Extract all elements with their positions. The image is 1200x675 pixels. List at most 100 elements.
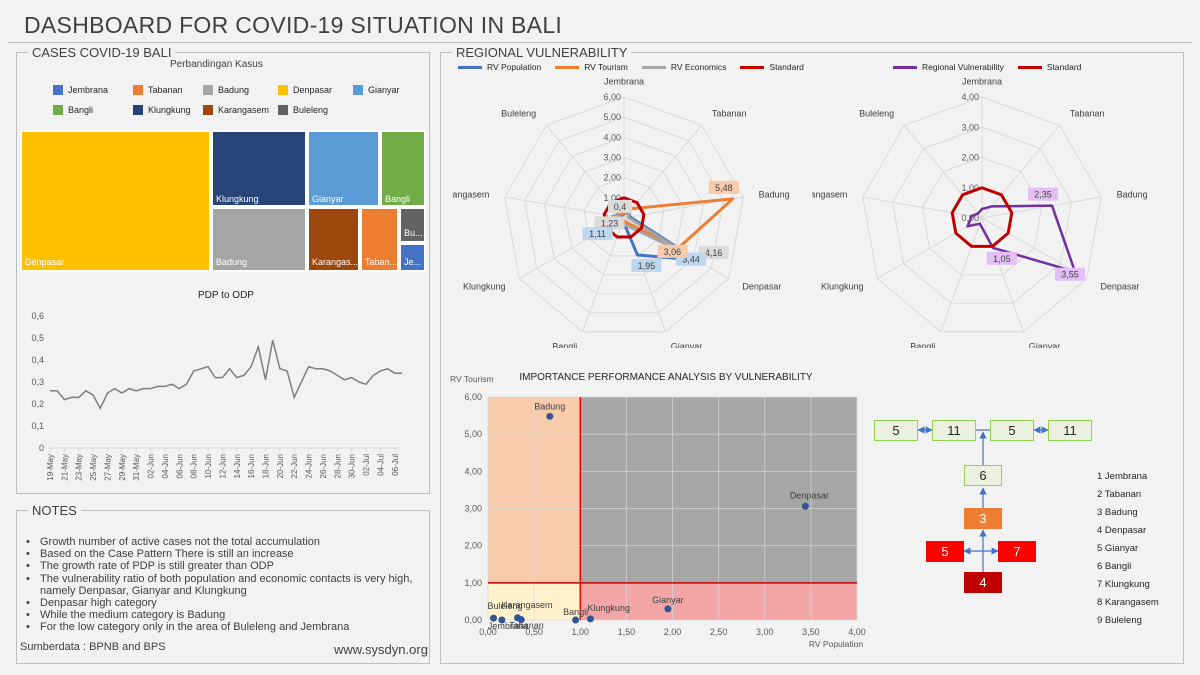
treemap-tile-buleleng[interactable]: Bu... — [399, 207, 426, 243]
data-label-text: 1,23 — [601, 218, 619, 228]
series-line-pdp-odp — [50, 340, 402, 411]
legend-item-gianyar[interactable]: Gianyar — [353, 85, 400, 95]
legend-item-rv-population[interactable]: RV Population — [458, 62, 541, 72]
treemap-tile-jembrana[interactable]: Je... — [399, 243, 426, 272]
x-tick-label: 2,00 — [664, 627, 682, 637]
radar-data-label-regional-vulnerability-badung: 2,35 — [1028, 187, 1059, 201]
x-tick-label: 16-Jun — [247, 454, 256, 478]
legend-label: Badung — [218, 85, 250, 95]
radar-axis-label-gianyar: Gianyar — [671, 341, 703, 348]
legend-item-karangasem[interactable]: Karangasem — [203, 105, 269, 115]
flow-box-b9: 4 — [964, 572, 1002, 593]
legend-item-tabanan[interactable]: Tabanan — [133, 85, 183, 95]
radar-spoke — [981, 196, 1102, 219]
treemap-tile-klungkung[interactable]: Klungkung — [211, 130, 307, 207]
radar-axis-label-jembrana: Jembrana — [962, 78, 1002, 86]
radar-tick-label: 2,00 — [961, 153, 979, 163]
radar-legend-right: Regional Vulnerability Standard — [893, 62, 1081, 72]
data-label-text: 3,06 — [664, 247, 682, 257]
flow-box-b3: 5 — [990, 420, 1034, 441]
data-label-bg — [698, 245, 729, 259]
x-tick-label: 1,00 — [571, 627, 589, 637]
legend-item-bangli[interactable]: Bangli — [53, 105, 93, 115]
ipa-point-klungkung — [586, 615, 594, 623]
ipa-point-label-bangli: Bangli — [563, 607, 588, 617]
x-tick-label: 19-May — [46, 454, 55, 481]
legend-item-rv-economics[interactable]: RV Economics — [641, 62, 726, 72]
legend-line-swatch — [1017, 65, 1042, 69]
radar-axis-label-badung: Badung — [1117, 189, 1148, 199]
legend-item-standard[interactable]: Standard — [1017, 62, 1081, 72]
radar-tick-label: 4,00 — [603, 132, 621, 142]
treemap-tile-bangli[interactable]: Bangli — [380, 130, 426, 207]
data-label-text: 1,11 — [589, 229, 606, 239]
legend-item-klungkung[interactable]: Klungkung — [133, 105, 191, 115]
flow-box-b1: 5 — [874, 420, 918, 441]
x-tick-label: 4,00 — [848, 627, 866, 637]
legend-swatch — [353, 85, 363, 95]
data-label-text: 0,4 — [614, 202, 627, 212]
legend-swatch — [203, 105, 213, 115]
ipa-point-label-tabanan: Tabanan — [509, 621, 544, 631]
legend-label: Jembrana — [68, 85, 109, 95]
radar-grid-ring — [892, 126, 1072, 304]
treemap-tile-badung[interactable]: Badung — [211, 207, 307, 272]
data-label-bg — [1028, 187, 1059, 201]
x-tick-label: 12-Jun — [218, 454, 227, 478]
legend-item-jembrana[interactable]: Jembrana — [53, 85, 108, 95]
legend-line-swatch — [458, 65, 482, 69]
region-key-list: 1 Jembrana 2 Tabanan 3 Badung 4 Denpasar 5 G… — [1097, 468, 1159, 630]
radar-data-label-rv-tourism-badung: 5,48 — [708, 180, 739, 194]
legend-swatch — [203, 85, 213, 95]
ipa-point-gianyar — [664, 605, 672, 613]
treemap-tile-gianyar[interactable]: Gianyar — [307, 130, 380, 207]
legend-swatch — [278, 85, 288, 95]
data-label-bg — [708, 180, 739, 194]
radar-data-label-regional-vulnerability-denpasar: 3,55 — [1055, 267, 1086, 281]
region-key-item: 7 Klungkung — [1097, 579, 1150, 590]
x-tick-label: 23-May — [75, 454, 84, 481]
treemap-tile-denpasar[interactable]: Denpasar — [20, 130, 211, 272]
source-text: Sumberdata : BPNB and BPS — [20, 641, 166, 653]
radar-axis-label-bangli: Bangli — [910, 341, 935, 348]
ipa-point-label-karangasem: Karangasem — [502, 600, 553, 610]
treemap-tile-karangasem[interactable]: Karangas... — [307, 207, 360, 272]
y-tick-label: 0,2 — [31, 399, 44, 409]
treemap-label-klungkung: Klungkung — [216, 194, 259, 204]
legend-line-swatch — [893, 65, 917, 69]
radar-axis-label-denpasar: Denpasar — [742, 281, 781, 291]
radar-axis-label-klungkung: Klungkung — [821, 281, 864, 291]
line-chart-title: PDP to ODP — [198, 290, 254, 301]
legend-item-buleleng[interactable]: Buleleng — [278, 105, 328, 115]
y-tick-label: 0 — [39, 443, 44, 453]
y-tick-label: 0,6 — [31, 311, 44, 321]
radar-tick-label: 6,00 — [603, 92, 621, 102]
legend-label: Karangasem — [218, 105, 270, 115]
flow-diagram-arrows — [917, 426, 1049, 572]
legend-line-swatch — [740, 65, 765, 69]
radar-axis-label-tabanan: Tabanan — [712, 108, 747, 118]
y-tick-label: 0,00 — [464, 615, 482, 625]
flow-box-b8: 7 — [998, 541, 1036, 562]
legend-item-regional-vulnerability[interactable]: Regional Vulnerability — [893, 62, 1004, 72]
ipa-point-label-badung: Badung — [534, 401, 565, 411]
radar-grid-ring — [544, 136, 704, 295]
legend-label: Klungkung — [148, 105, 191, 115]
data-label-bg — [608, 199, 632, 213]
ipa-point-buleleng — [490, 614, 498, 622]
treemap-label-karangasem: Karangas... — [312, 257, 359, 267]
radar-data-label-rv-tourism-denpasar: 3,06 — [657, 244, 688, 258]
radar-axis-label-buleleng: Buleleng — [501, 108, 536, 118]
treemap-tile-tabanan[interactable]: Taban... — [360, 207, 399, 272]
ipa-scatter-chart: IMPORTANCE PERFORMANCE ANALYSIS BY VULNE… — [450, 372, 866, 649]
x-tick-label: 3,00 — [756, 627, 774, 637]
legend-item-badung[interactable]: Badung — [203, 85, 249, 95]
legend-item-standard[interactable]: Standard — [740, 62, 804, 72]
ipa-chart-title: IMPORTANCE PERFORMANCE ANALYSIS BY VULNE… — [519, 372, 813, 383]
x-tick-label: 02-Jun — [147, 454, 156, 478]
legend-item-rv-tourism[interactable]: RV Tourism — [555, 62, 628, 72]
x-tick-label: 10-Jun — [204, 454, 213, 478]
ipa-point-denpasar — [801, 502, 809, 510]
radar-grid-ring — [583, 177, 665, 257]
legend-item-denpasar[interactable]: Denpasar — [278, 85, 332, 95]
